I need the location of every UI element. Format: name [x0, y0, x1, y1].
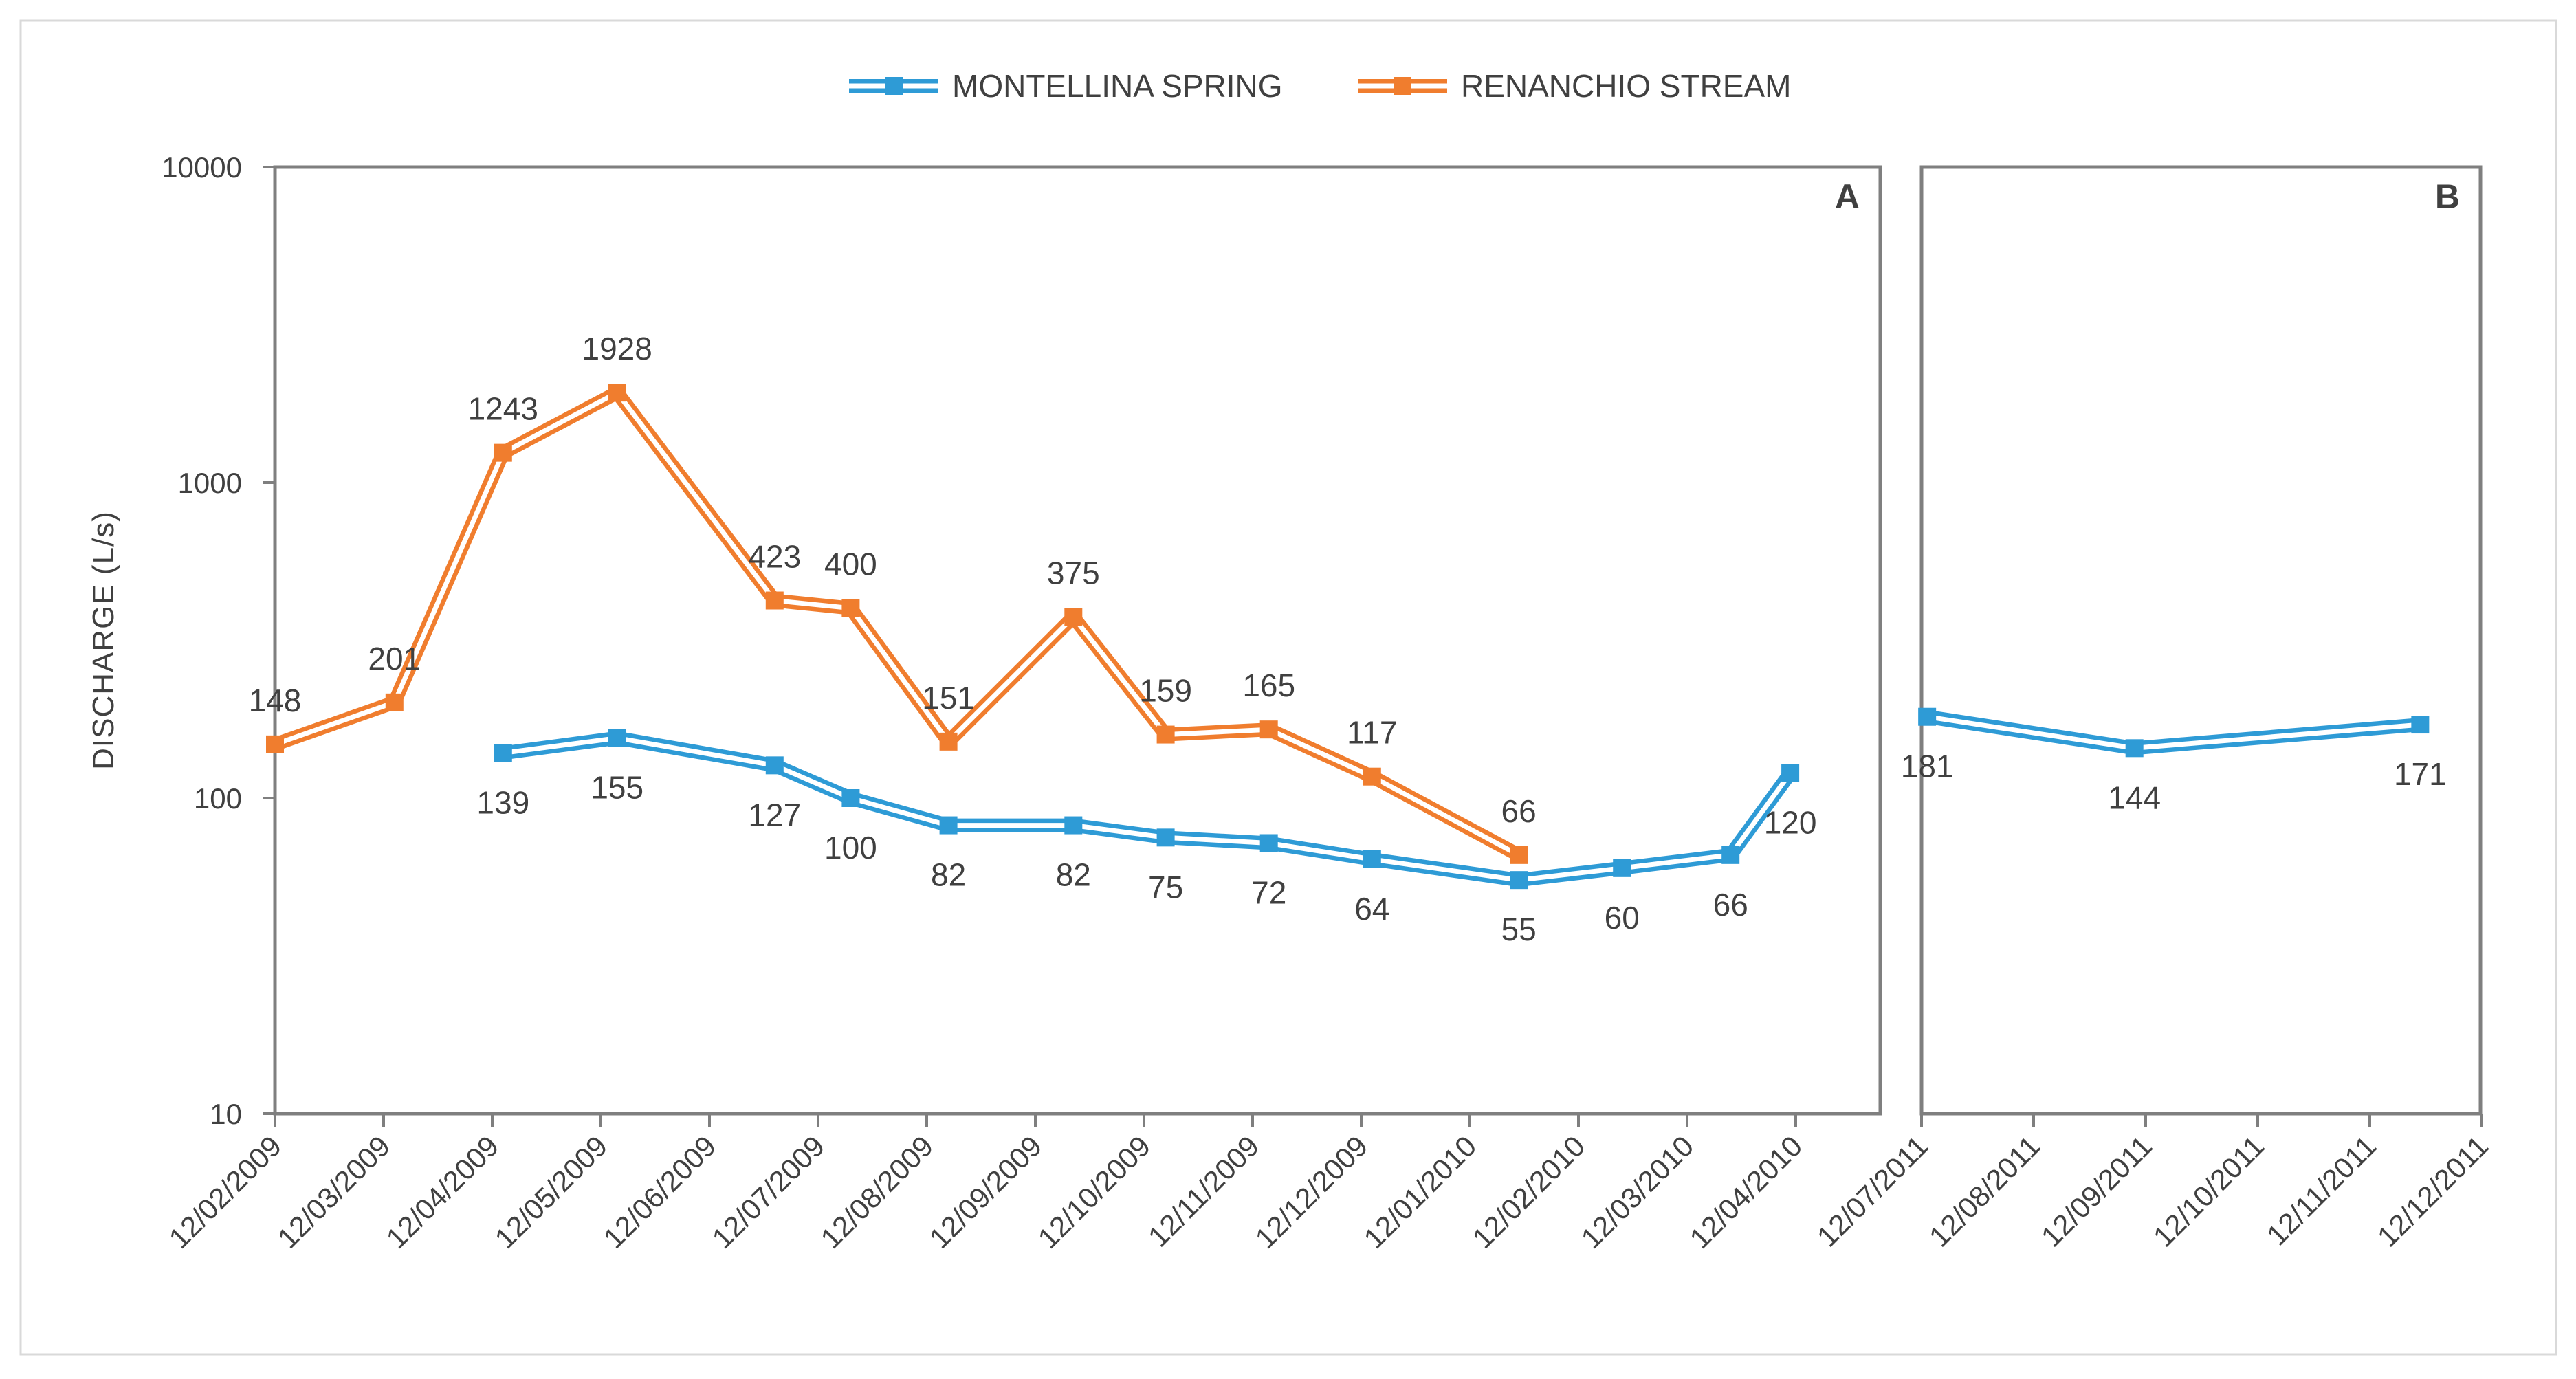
series-montellina-spring: [494, 729, 1800, 890]
legend-item-renanchio-stream: RENANCHIO STREAM: [1358, 68, 1791, 104]
data-label: 64: [1354, 891, 1389, 927]
legend-item-montellina-spring: MONTELLINA SPRING: [849, 68, 1283, 104]
data-point-marker: [1781, 764, 1800, 782]
data-point-marker: [1510, 846, 1528, 864]
data-label: 66: [1501, 793, 1537, 829]
data-label: 159: [1139, 673, 1192, 709]
data-label: 60: [1605, 900, 1640, 936]
data-label: 127: [748, 797, 801, 832]
legend: MONTELLINA SPRING RENANCHIO STREAM: [849, 68, 1791, 104]
data-point-marker: [765, 756, 784, 775]
data-label: 139: [476, 784, 529, 820]
data-point-marker: [1721, 846, 1740, 864]
legend-marker: [1394, 77, 1411, 95]
data-point-marker: [1156, 725, 1175, 744]
data-point-marker: [1156, 828, 1175, 847]
data-point-marker: [1259, 834, 1278, 852]
legend-marker: [885, 77, 903, 95]
data-point-marker: [765, 591, 784, 610]
y-axis-title: DISCHARGE (L/s): [87, 511, 120, 770]
data-point-marker: [1064, 816, 1083, 835]
data-point-marker: [2411, 716, 2430, 734]
data-label: 82: [1056, 857, 1091, 893]
y-tick-label: 10000: [162, 151, 242, 184]
data-label: 148: [249, 683, 302, 718]
data-label: 165: [1242, 668, 1295, 703]
panel-label-b: B: [2435, 177, 2460, 216]
data-point-marker: [939, 816, 958, 835]
data-label: 144: [2108, 780, 2161, 815]
y-tick-label: 10: [210, 1098, 242, 1130]
chart-frame: [19, 19, 2557, 1356]
series-montellina-spring: [1918, 707, 2430, 758]
data-point-marker: [841, 789, 860, 807]
panel-label-a: A: [1835, 177, 1860, 216]
data-point-marker: [1363, 767, 1381, 786]
data-label: 423: [748, 539, 801, 575]
data-label: 55: [1501, 912, 1537, 947]
data-label: 201: [368, 641, 421, 676]
data-label: 400: [824, 547, 877, 582]
legend-label: RENANCHIO STREAM: [1461, 68, 1791, 104]
y-tick-label: 1000: [178, 467, 242, 499]
data-point-marker: [266, 735, 284, 753]
data-point-marker: [608, 729, 626, 747]
data-point-marker: [1613, 859, 1631, 877]
series-line-inner: [272, 390, 1521, 858]
y-tick-label: 100: [194, 782, 242, 815]
data-point-marker: [939, 732, 958, 751]
data-labels: 139 155 127 100 82 82 75 72 64 55 60 66 120 148 201 124…: [249, 331, 2447, 947]
data-point-marker: [2125, 739, 2144, 758]
data-label: 171: [2394, 756, 2447, 792]
data-point-marker: [494, 443, 512, 462]
data-label: 1928: [582, 331, 652, 366]
data-point-marker: [494, 744, 512, 762]
data-label: 82: [931, 857, 966, 893]
data-point-marker: [385, 693, 404, 711]
data-point-marker: [1510, 871, 1528, 890]
series-renanchio-stream: [266, 384, 1528, 864]
data-label: 66: [1713, 887, 1748, 923]
data-point-marker: [1259, 720, 1278, 739]
legend-label: MONTELLINA SPRING: [952, 68, 1283, 104]
data-point-marker: [1363, 850, 1381, 868]
panel-frame: [273, 165, 1882, 1116]
plot-series: [266, 384, 2430, 890]
data-label: 151: [922, 680, 975, 716]
data-label: 75: [1148, 869, 1183, 905]
data-point-marker: [608, 384, 626, 402]
data-label: 181: [1901, 749, 1954, 784]
data-point-marker: [1918, 707, 1937, 726]
data-point-marker: [841, 599, 860, 617]
data-label: 72: [1251, 874, 1286, 910]
data-point-marker: [1064, 608, 1083, 626]
data-label: 375: [1047, 555, 1100, 591]
panel-frame: [1919, 165, 2483, 1116]
data-label: 100: [824, 830, 877, 865]
data-label: 1243: [468, 391, 538, 427]
data-label: 117: [1347, 715, 1397, 751]
data-label: 120: [1764, 805, 1817, 841]
data-label: 155: [591, 770, 643, 806]
